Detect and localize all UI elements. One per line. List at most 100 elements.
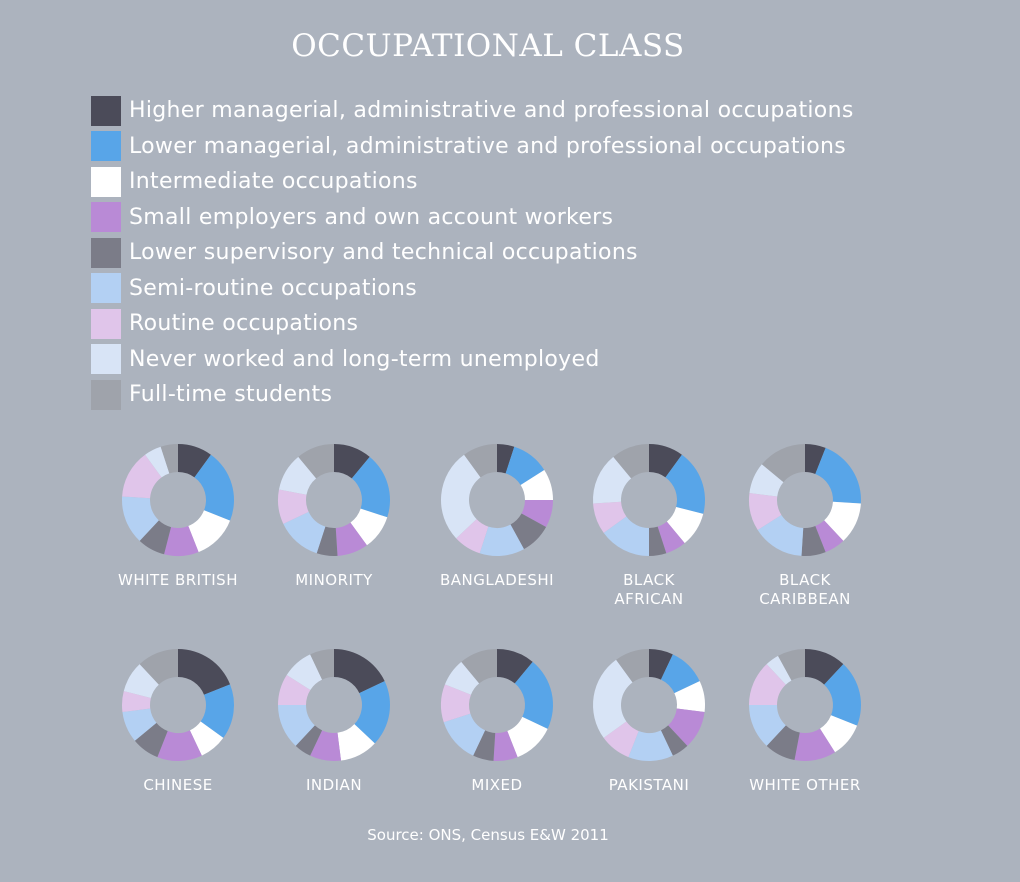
donut-slice	[200, 684, 234, 738]
donut-slice	[593, 501, 627, 533]
donut-slice	[473, 730, 496, 761]
donut-slice	[493, 731, 518, 762]
donut-slice	[122, 691, 151, 713]
donut-slice	[657, 521, 685, 554]
donut-slice	[757, 515, 804, 556]
legend-item: Never worked and long-term unemployed	[91, 342, 854, 378]
donut-slice	[766, 655, 792, 685]
donut-slice	[123, 664, 159, 699]
donut-slice	[160, 444, 178, 474]
donut-slice	[157, 730, 202, 761]
legend: Higher managerial, administrative and pr…	[91, 93, 854, 413]
donut-slice	[766, 725, 800, 761]
legend-label: Never worked and long-term unemployed	[129, 346, 600, 372]
donut-label: MIXED	[471, 776, 522, 794]
donut-slice	[666, 506, 704, 544]
donut-slice	[520, 469, 553, 500]
donut-label: WHITE BRITISH	[118, 571, 238, 589]
donut-slice	[334, 444, 370, 479]
donut-slice	[456, 519, 489, 554]
donut-slice	[805, 444, 826, 474]
donut-slice	[134, 722, 168, 758]
donut-slice	[815, 520, 844, 553]
legend-item: Higher managerial, administrative and pr…	[91, 93, 854, 129]
donut-slice	[497, 649, 533, 684]
donut-label: MINORITY	[295, 571, 373, 589]
donut-slice	[521, 500, 553, 527]
donut-slice	[145, 446, 170, 478]
donut-slice	[178, 444, 211, 478]
donut-slice	[660, 654, 700, 694]
donut-slice	[824, 664, 861, 726]
legend-item: Lower managerial, administrative and pro…	[91, 129, 854, 165]
donut-slice	[441, 684, 471, 723]
donut-slice	[461, 649, 497, 684]
legend-item: Semi-routine occupations	[91, 271, 854, 307]
donut-slice	[505, 446, 545, 485]
legend-label: Lower managerial, administrative and pro…	[129, 133, 847, 159]
legend-label: Intermediate occupations	[129, 169, 418, 195]
donut-slice	[194, 454, 235, 521]
donut-slice	[122, 708, 157, 741]
donut-slice	[350, 508, 388, 546]
donut-chart	[278, 444, 390, 557]
legend-swatch	[91, 166, 121, 197]
donut-slice	[479, 524, 524, 556]
donut-label: BLACK AFRICAN	[614, 571, 683, 608]
donut-slice	[354, 681, 390, 744]
donut-chart	[122, 649, 234, 761]
legend-label: Routine occupations	[129, 311, 359, 337]
donut-slice	[649, 444, 682, 478]
legend-label: Full-time students	[129, 382, 333, 408]
donut-label: WHITE OTHER	[749, 776, 861, 794]
donut-slice	[139, 520, 172, 555]
donut-slice	[820, 715, 858, 753]
legend-swatch	[91, 344, 121, 375]
donut-slice	[510, 513, 547, 550]
donut-slice	[335, 522, 367, 556]
donut-slice	[178, 649, 231, 695]
donut-slice	[188, 510, 231, 553]
legend-swatch	[91, 95, 121, 126]
donut-slice	[164, 526, 199, 557]
donut-slice	[310, 649, 334, 680]
legend-label: Higher managerial, administrative and pr…	[129, 98, 854, 124]
donut-slice	[351, 456, 390, 518]
donut-slice	[674, 681, 705, 713]
legend-swatch	[91, 273, 121, 304]
legend-swatch	[91, 308, 121, 339]
donut-slice	[824, 501, 861, 541]
donut-slice	[278, 705, 315, 746]
donut-slice	[337, 724, 375, 761]
donut-label: PAKISTANI	[609, 776, 690, 794]
donut-slice	[593, 659, 633, 738]
donut-chart	[749, 649, 861, 761]
donut-slice	[298, 444, 334, 479]
legend-item: Small employers and own account workers	[91, 200, 854, 236]
donut-slice	[805, 649, 844, 685]
donut-slice	[815, 447, 861, 504]
donut-slice	[660, 725, 688, 756]
donut-slice	[749, 664, 786, 705]
donut-slice	[507, 716, 548, 758]
legend-item: Full-time students	[91, 377, 854, 413]
legend-item: Lower supervisory and technical occupati…	[91, 235, 854, 271]
donut-slice	[616, 649, 649, 683]
donut-slice	[295, 725, 323, 756]
donut-slice	[628, 730, 673, 762]
donut-slice	[749, 464, 784, 497]
donut-slice	[440, 454, 481, 539]
donut-slice	[444, 661, 480, 695]
donut-slice	[122, 496, 159, 541]
legend-swatch	[91, 379, 121, 410]
donut-slice	[603, 516, 649, 556]
donut-slice	[122, 454, 162, 499]
donut-slice	[497, 444, 515, 474]
legend-label: Semi-routine occupations	[129, 275, 418, 301]
legend-swatch	[91, 131, 121, 162]
legend-label: Lower supervisory and technical occupati…	[129, 240, 638, 266]
donut-label: CHINESE	[143, 776, 212, 794]
chart-title: OCCUPATIONAL CLASS	[291, 28, 685, 64]
donut-slice	[334, 649, 385, 694]
